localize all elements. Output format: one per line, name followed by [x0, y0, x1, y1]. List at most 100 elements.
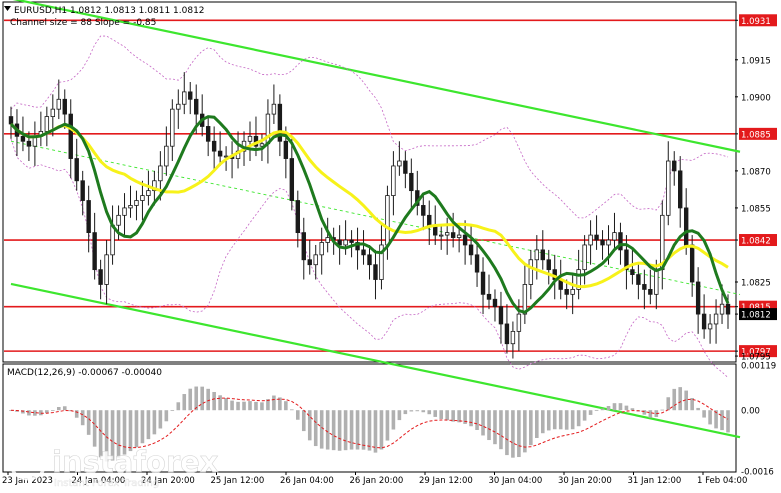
macd-label: MACD(12,26,9) -0.00067 -0.00040 — [7, 368, 162, 378]
dropdown-triangle-icon[interactable] — [4, 6, 11, 11]
macd-histogram-bar — [594, 410, 599, 412]
candle-body — [182, 91, 187, 105]
candle-body — [146, 190, 151, 196]
macd-histogram-bar — [511, 410, 515, 458]
price-tag — [739, 308, 777, 321]
candle-body — [194, 98, 199, 115]
macd-histogram-bar — [104, 410, 109, 462]
macd-histogram-bar — [134, 410, 139, 448]
candle-body — [295, 200, 300, 234]
macd-histogram-bar — [481, 410, 485, 436]
macd-histogram-bar — [295, 410, 300, 420]
macd-histogram-bar — [421, 410, 426, 413]
x-tick-label: 30 Jan 20:00 — [558, 476, 612, 486]
candle-body — [474, 254, 480, 273]
candle-body — [86, 200, 91, 234]
candle-body — [522, 284, 528, 315]
macd-histogram-bar — [110, 410, 115, 461]
watermark-tagline: Instant Forex Trading — [54, 478, 159, 489]
macd-histogram-bar — [439, 410, 444, 419]
macd-histogram-bar — [523, 410, 527, 453]
main-plot-frame — [2, 1, 737, 363]
macd-histogram-bar — [21, 410, 25, 414]
candle-body — [498, 306, 504, 325]
upper-band-line — [10, 35, 729, 219]
candle-body — [689, 244, 695, 283]
candle-body — [683, 207, 689, 246]
candle-body — [648, 288, 653, 295]
macd-histogram-bar — [62, 406, 67, 411]
candle-body — [116, 214, 121, 226]
macd-tick-label: 0.00119 — [741, 362, 776, 372]
symbol-ohlc-line: EURUSD,H1 1.0812 1.0813 1.0811 1.0812 — [14, 6, 205, 16]
macd-histogram-bar — [600, 408, 605, 411]
candle-body — [301, 232, 306, 261]
macd-histogram-bar — [230, 400, 234, 411]
candle-body — [636, 274, 641, 285]
macd-histogram-bar — [702, 410, 706, 418]
candle-body — [205, 126, 211, 142]
macd-histogram-bar — [39, 410, 43, 416]
macd-histogram-bar — [630, 408, 635, 411]
x-tick-label: 31 Jan 12:00 — [628, 476, 682, 486]
macd-histogram-bar — [433, 410, 438, 417]
candle-body — [624, 249, 629, 271]
x-tick-label: 1 Feb 04:00 — [697, 476, 747, 486]
macd-histogram-bar — [415, 410, 420, 412]
macd-histogram-bar — [325, 410, 330, 450]
candle-body — [666, 160, 671, 216]
macd-histogram-bar — [206, 388, 210, 411]
instaforex-logo-icon — [8, 441, 48, 481]
candle-body — [397, 160, 402, 167]
x-tick-label: 23 Jan 2023 — [2, 476, 53, 486]
macd-histogram-bar — [373, 410, 378, 453]
price-tag-label: 1.0885 — [741, 130, 771, 140]
y-tick-label: 1.0855 — [741, 204, 771, 214]
candle-body — [630, 269, 635, 275]
macd-histogram-bar — [708, 410, 712, 425]
candle-body — [444, 232, 450, 236]
macd-histogram-bar — [493, 410, 497, 445]
y-tick-label: 1.0870 — [741, 167, 771, 177]
macd-histogram-bar — [469, 410, 473, 427]
macd-histogram-bar — [726, 410, 730, 433]
macd-histogram-bar — [116, 410, 121, 459]
macd-histogram-bar — [391, 410, 396, 430]
macd-histogram-bar — [517, 410, 521, 458]
macd-histogram-bar — [564, 410, 569, 430]
macd-tick-label: -0.0016 — [741, 468, 774, 478]
candle-body — [373, 264, 378, 280]
macd-histogram-bar — [463, 410, 467, 424]
candle-body — [176, 103, 181, 110]
macd-histogram-bar — [164, 410, 169, 422]
macd-histogram-bar — [678, 387, 683, 411]
macd-plot-frame — [2, 363, 737, 473]
macd-histogram-bar — [122, 410, 127, 455]
candle-body — [259, 143, 265, 147]
candle-body — [211, 140, 217, 152]
macd-histogram-bar — [284, 401, 288, 411]
candle-body — [62, 98, 67, 115]
candle-body — [516, 313, 522, 332]
macd-histogram-bar — [242, 401, 246, 411]
macd-histogram-bar — [505, 410, 509, 456]
candle-body — [701, 313, 707, 330]
candle-body — [188, 91, 193, 100]
candle-body — [80, 180, 85, 201]
macd-histogram-bar — [337, 410, 342, 451]
candle-body — [713, 313, 719, 325]
macd-histogram-bar — [385, 410, 390, 441]
price-tag-label: 1.0931 — [741, 17, 771, 27]
candle-body — [391, 165, 396, 196]
price-tag — [739, 234, 777, 247]
candle-body — [68, 113, 73, 159]
macd-histogram-bar — [80, 410, 85, 426]
macd-histogram-bar — [487, 410, 491, 441]
candle-body — [606, 239, 611, 246]
macd-tick-label: 0.00 — [741, 407, 760, 417]
candle-body — [170, 108, 175, 147]
x-tick-label: 24 Jan 04:00 — [72, 476, 126, 486]
candle-body — [50, 108, 56, 117]
candle-body — [367, 254, 372, 266]
